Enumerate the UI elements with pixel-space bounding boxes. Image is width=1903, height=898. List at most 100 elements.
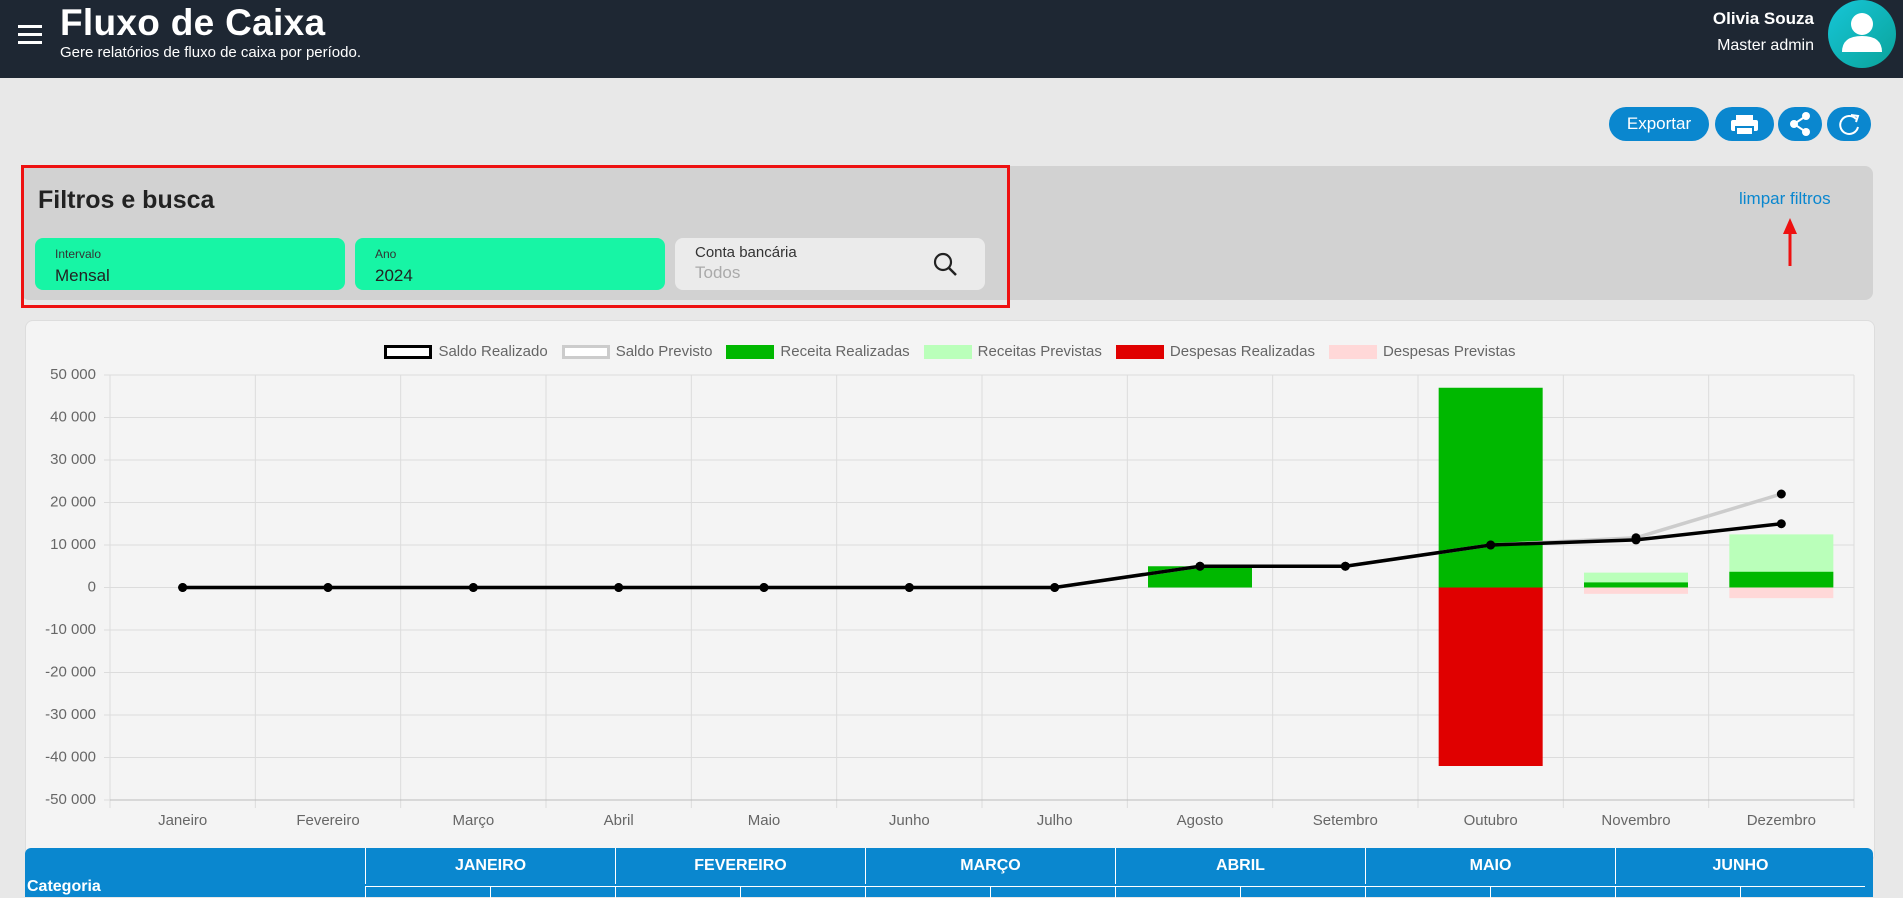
sub-header <box>615 886 740 898</box>
legend-swatch <box>726 344 775 359</box>
y-tick-label: -10 000 <box>45 621 96 638</box>
category-header: Categoria <box>27 878 101 895</box>
highlight-box <box>21 165 1010 308</box>
month-header: ABRIL <box>1115 848 1365 884</box>
y-tick-label: -40 000 <box>45 748 96 765</box>
legend-item[interactable]: Saldo Realizado <box>384 343 548 360</box>
interval-field[interactable]: Intervalo Mensal <box>35 238 345 290</box>
field-placeholder: Todos <box>695 263 741 282</box>
page-title: Fluxo de Caixa <box>60 2 326 43</box>
legend-label: Saldo Previsto <box>615 343 713 360</box>
legend-swatch <box>1328 344 1377 359</box>
x-tick-label: Agosto <box>1177 812 1224 829</box>
legend-label: Despesas Realizadas <box>1169 343 1315 360</box>
y-tick-label: -20 000 <box>45 663 96 680</box>
legend-item[interactable]: Despesas Previstas <box>1328 343 1516 360</box>
sub-header <box>1365 886 1490 898</box>
point <box>1776 489 1786 499</box>
filters-title: Filtros e busca <box>38 186 215 214</box>
avatar[interactable] <box>1826 0 1898 72</box>
x-tick-label: Abril <box>604 812 634 829</box>
legend-item[interactable]: Receita Realizadas <box>726 343 910 360</box>
field-label: Conta bancária <box>695 244 797 261</box>
clear-filters-link[interactable]: limpar filtros <box>1739 189 1831 208</box>
sub-header <box>1615 886 1740 898</box>
legend-label: Receita Realizadas <box>780 343 910 360</box>
bar <box>1584 587 1688 594</box>
sub-header <box>865 886 990 898</box>
menu-icon[interactable] <box>18 24 42 44</box>
point <box>178 583 188 592</box>
sub-header <box>1490 886 1615 898</box>
y-tick-label: 20 000 <box>50 493 96 510</box>
y-tick-label: 30 000 <box>50 451 96 468</box>
legend-swatch <box>1115 344 1164 359</box>
field-label: Ano <box>375 247 397 261</box>
table-header: Categoria JANEIRO FEVEREIRO MARÇO ABRIL MAIO… <box>25 848 1873 898</box>
legend-label: Receitas Previstas <box>977 343 1102 360</box>
sub-header <box>1240 886 1365 898</box>
chart-card: Saldo Realizado Saldo Previsto Receita Rea… <box>25 320 1875 862</box>
y-tick-label: 50 000 <box>50 366 96 383</box>
sub-header <box>1115 886 1240 898</box>
year-field[interactable]: Ano 2024 <box>355 238 665 290</box>
x-tick-label: Outubro <box>1464 812 1518 829</box>
sub-header <box>490 886 615 898</box>
x-tick-label: Dezembro <box>1747 812 1816 829</box>
bar <box>1584 582 1688 588</box>
x-tick-label: Março <box>452 812 494 829</box>
search-icon[interactable] <box>933 252 959 278</box>
top-bar: Fluxo de Caixa Gere relatórios de fluxo … <box>0 0 1903 78</box>
legend-swatch <box>923 344 972 359</box>
y-tick-label: 10 000 <box>50 536 96 553</box>
legend-item[interactable]: Saldo Previsto <box>561 343 713 360</box>
field-value: Mensal <box>55 266 110 285</box>
x-tick-label: Julho <box>1037 812 1073 829</box>
legend-item[interactable]: Receitas Previstas <box>923 343 1102 360</box>
y-tick-label: 40 000 <box>50 408 96 425</box>
month-header: MAIO <box>1365 848 1615 884</box>
refresh-button[interactable] <box>1827 107 1871 141</box>
red-arrow <box>1783 218 1797 266</box>
x-tick-label: Maio <box>748 812 781 829</box>
x-tick-label: Fevereiro <box>296 812 359 829</box>
legend-label: Saldo Realizado <box>438 343 548 360</box>
point <box>759 583 769 592</box>
point <box>468 583 478 592</box>
sub-header <box>1740 886 1865 898</box>
y-tick-label: 0 <box>88 578 96 595</box>
x-tick-label: Setembro <box>1313 812 1378 829</box>
legend-item[interactable]: Despesas Realizadas <box>1115 343 1315 360</box>
month-header: JANEIRO <box>365 848 615 884</box>
point <box>1776 519 1786 529</box>
x-tick-label: Junho <box>889 812 930 829</box>
field-value: 2024 <box>375 266 413 285</box>
legend-label: Despesas Previstas <box>1382 343 1516 360</box>
user-name: Olivia Souza <box>1712 9 1814 28</box>
bar <box>1438 387 1543 588</box>
line <box>182 522 1782 590</box>
point <box>1340 561 1350 571</box>
page-subtitle: Gere relatórios de fluxo de caixa por pe… <box>60 44 362 61</box>
point <box>1195 561 1205 571</box>
print-button[interactable] <box>1715 107 1774 141</box>
share-button[interactable] <box>1778 107 1822 141</box>
bar <box>1729 571 1834 588</box>
point <box>904 583 914 592</box>
export-button[interactable]: Exportar <box>1609 107 1709 141</box>
user-role: Master admin <box>1717 37 1814 54</box>
bar <box>1729 587 1834 599</box>
sub-header <box>365 886 490 898</box>
x-tick-label: Janeiro <box>158 812 207 829</box>
month-header: FEVEREIRO <box>615 848 865 884</box>
legend-swatch <box>561 344 610 359</box>
legend: Saldo Realizado Saldo Previsto Receita Rea… <box>26 343 1874 360</box>
chart: -50 000 -40 000 -30 000 -20 000 -10 000 0 10 0… <box>45 366 1855 829</box>
field-label: Intervalo <box>55 247 102 261</box>
point <box>614 583 624 592</box>
account-field[interactable]: Conta bancária Todos <box>675 238 985 290</box>
point <box>323 583 333 592</box>
point <box>1486 540 1496 550</box>
y-tick-label: -30 000 <box>45 706 96 723</box>
